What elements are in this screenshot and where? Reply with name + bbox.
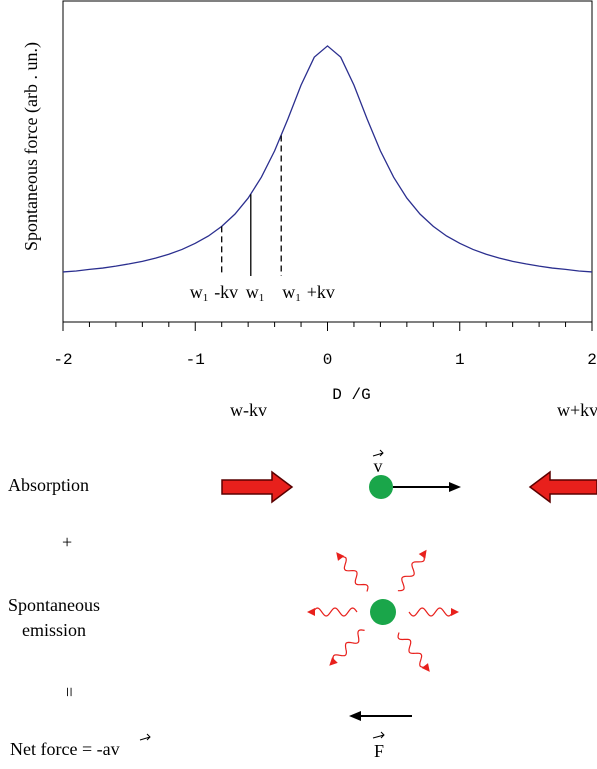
chart: -2 -1 0 1 2 D /G Spontaneous force (arb . un.)…: [21, 0, 597, 404]
wave-head: [421, 663, 430, 672]
marker-label: w1 +kv: [282, 282, 335, 303]
beam-label: w+kv: [557, 400, 597, 420]
laser-beam: [528, 470, 597, 504]
net-force-v: v: [111, 739, 120, 759]
wave-head: [307, 608, 315, 616]
row-label: Net force = -av: [10, 739, 120, 759]
wave: [397, 554, 425, 592]
velocity-label: v: [374, 456, 383, 476]
atom: [370, 599, 396, 625]
x-tick-label: 2: [587, 351, 597, 369]
wave-head: [329, 657, 338, 666]
x-tick-label: 0: [323, 351, 333, 369]
marker-label: w1 -kv: [190, 282, 239, 303]
row-label: emission: [22, 620, 86, 640]
force-label: F: [374, 741, 384, 761]
row-label: Spontaneous: [8, 595, 100, 615]
x-axis-label: D /G: [332, 386, 370, 404]
curve: [62, 45, 593, 273]
marker-suffix: -kv: [214, 282, 238, 302]
x-tick-label: -1: [186, 351, 205, 369]
wave: [332, 629, 365, 662]
laser-beam: [221, 470, 294, 504]
diagram: w-kv w+kv Absorption + Spontaneous emiss…: [8, 400, 597, 761]
marker-subscript: 1: [203, 292, 209, 304]
plot-frame: [62, 0, 593, 323]
wave-head: [451, 608, 459, 616]
wave: [339, 556, 369, 592]
arrow-head: [349, 711, 361, 721]
wave-head: [418, 549, 427, 559]
emission-waves: [307, 549, 459, 672]
atom: [369, 475, 393, 499]
x-tick-label: -2: [53, 351, 72, 369]
wave: [312, 607, 358, 617]
wave: [408, 607, 454, 617]
row-label: =: [59, 687, 79, 697]
marker-subscript: 1: [259, 292, 265, 304]
marker-subscript: 1: [295, 292, 301, 304]
arrow-head: [449, 482, 461, 492]
marker-label: w1: [246, 282, 264, 303]
y-axis-label: Spontaneous force (arb . un.): [21, 42, 42, 251]
wave-head: [336, 552, 345, 561]
marker-suffix: +kv: [307, 282, 335, 302]
row-label: Absorption: [8, 475, 89, 495]
x-tick-label: 1: [455, 351, 465, 369]
vector-arrow: [372, 449, 384, 457]
wave: [397, 632, 427, 668]
marker-symbol: w: [282, 282, 295, 302]
vector-arrow: [372, 731, 385, 739]
vector-arrow: [139, 733, 151, 741]
marker-symbol: w: [246, 282, 259, 302]
row-label: +: [62, 532, 72, 552]
beam-label: w-kv: [230, 400, 267, 420]
marker-symbol: w: [190, 282, 203, 302]
net-force: Net force = -a: [10, 739, 111, 759]
